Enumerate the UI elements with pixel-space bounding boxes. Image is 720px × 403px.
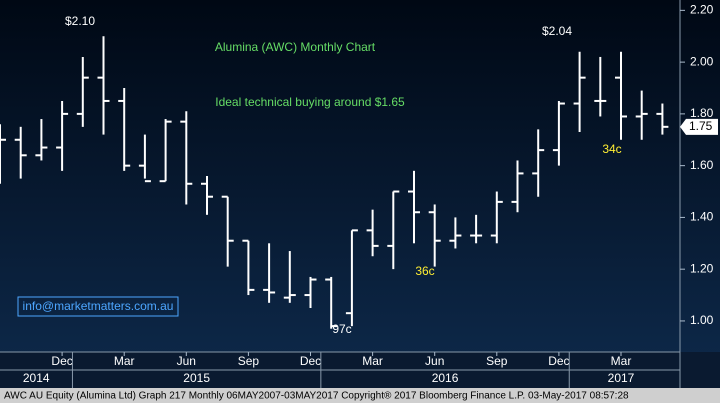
annotation: 36c [415, 264, 434, 278]
y-tick-label: 1.40 [690, 210, 714, 224]
annotation: 97c [332, 322, 351, 336]
footer-bg [0, 388, 720, 403]
x-tick-label: Dec [51, 354, 72, 368]
x-tick-label: Jun [425, 354, 444, 368]
chart-subtitle: Ideal technical buying around $1.65 [215, 95, 405, 109]
annotation: $2.04 [542, 24, 572, 38]
x-tick-label: Dec [548, 354, 569, 368]
x-tick-label: Mar [114, 354, 135, 368]
y-tick-label: 1.20 [690, 261, 714, 275]
x-tick-label: Mar [611, 354, 632, 368]
watermark-box [17, 296, 179, 317]
annotation: 34c [602, 142, 621, 156]
last-price-label: 1.75 [689, 119, 713, 133]
x-tick-label: Sep [238, 354, 260, 368]
year-label: 2015 [183, 371, 210, 385]
chart-title: Alumina (AWC) Monthly Chart [215, 40, 376, 54]
watermark: info@marketmatters.com.au [23, 299, 174, 313]
x-tick-label: Mar [362, 354, 383, 368]
y-tick-label: 1.60 [690, 158, 714, 172]
footer: AWC AU Equity (Alumina Ltd) Graph 217 Mo… [4, 391, 629, 402]
y-tick-label: 2.00 [690, 54, 714, 68]
y-tick-label: 1.80 [690, 106, 714, 120]
x-tick-label: Dec [300, 354, 321, 368]
last-price-tag [680, 118, 718, 135]
annotation: $2.10 [65, 14, 95, 28]
y-tick-label: 2.20 [690, 3, 714, 17]
x-tick-label: Sep [486, 354, 508, 368]
background [0, 0, 720, 388]
year-label: 2016 [432, 371, 459, 385]
x-tick-label: Jun [177, 354, 196, 368]
year-label: 2014 [23, 371, 50, 385]
year-label: 2017 [608, 371, 635, 385]
y-tick-label: 1.00 [690, 313, 714, 327]
